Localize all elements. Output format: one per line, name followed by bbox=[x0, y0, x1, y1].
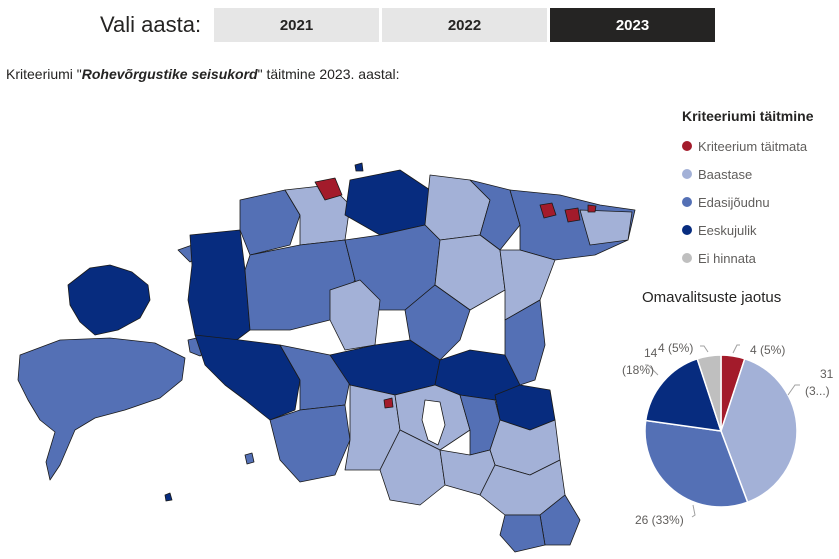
pie-label-ei-hinnata: 4 (5%) bbox=[658, 341, 693, 355]
pie-label-baastase-count: 31 bbox=[820, 367, 834, 381]
pie-slice-eeskujulik[interactable] bbox=[644, 357, 723, 432]
municipality-map[interactable] bbox=[0, 100, 640, 559]
leader-line bbox=[787, 384, 800, 396]
legend-dot-icon bbox=[682, 225, 692, 235]
legend-title: Kriteeriumi täitmine bbox=[682, 108, 814, 124]
legend-label: Baastase bbox=[698, 166, 753, 182]
year-button-2022[interactable]: 2022 bbox=[382, 8, 547, 42]
map-region-viljandi-city bbox=[383, 397, 394, 409]
pie-label-taitmata: 4 (5%) bbox=[750, 343, 785, 357]
pie-label-eeskujulik-pct: (18%) bbox=[622, 363, 654, 377]
pie-slice-edasijoudnu[interactable] bbox=[644, 419, 749, 508]
map-region-haademeeste bbox=[269, 404, 351, 483]
map-region-narva bbox=[579, 209, 633, 246]
pie-label-baastase-pct: (3...) bbox=[805, 384, 830, 398]
map-legend: Kriteeriumi täitmine Kriteerium täitmata… bbox=[682, 108, 837, 272]
subtitle-prefix: Kriteeriumi " bbox=[6, 66, 82, 82]
map-region-tallinn bbox=[314, 177, 343, 201]
map-region-kohtla-jarve bbox=[539, 202, 557, 219]
legend-item-eeskujulik[interactable]: Eeskujulik bbox=[682, 216, 837, 244]
map-region-saaremaa bbox=[17, 337, 186, 481]
pie-label-eeskujulik-count: 14 bbox=[644, 346, 658, 360]
map-island-prangli bbox=[354, 162, 364, 172]
year-selector-label: Vali aasta: bbox=[100, 12, 202, 37]
year-selector: Vali aasta: 2021 2022 2023 bbox=[0, 0, 839, 48]
map-region-sillamae bbox=[564, 207, 581, 223]
map-region-hiiumaa bbox=[67, 264, 151, 336]
map-region-poltsamaa bbox=[404, 284, 471, 361]
map-region-peipsi-coast bbox=[504, 299, 546, 386]
distribution-pie-chart[interactable]: 4 (5%) 31 (3...) 26 (33%) 14 (18%) 4 (5%… bbox=[600, 330, 839, 559]
map-region-rouge bbox=[499, 514, 546, 553]
legend-label: Edasijõudnu bbox=[698, 194, 770, 210]
leader-line bbox=[691, 504, 696, 518]
map-region-parnu-west bbox=[194, 334, 301, 421]
legend-item-baastase[interactable]: Baastase bbox=[682, 160, 837, 188]
legend-label: Eeskujulik bbox=[698, 222, 757, 238]
map-region-harju-east bbox=[344, 169, 431, 236]
pie-slice-ei-hinnata[interactable] bbox=[696, 354, 722, 432]
legend-dot-icon bbox=[682, 197, 692, 207]
pie-slice-baastase[interactable] bbox=[720, 357, 798, 504]
pie-slices bbox=[644, 354, 798, 508]
leader-line bbox=[700, 345, 709, 353]
legend-dot-icon bbox=[682, 253, 692, 263]
legend-item-edasijoudnu[interactable]: Edasijõudnu bbox=[682, 188, 837, 216]
map-lake-vortsjarv bbox=[421, 399, 446, 446]
year-button-2023[interactable]: 2023 bbox=[550, 8, 715, 42]
criterion-name: Rohevõrgustike seisukord bbox=[81, 66, 258, 82]
criterion-subtitle: Kriteeriumi "Rohevõrgustike seisukord" t… bbox=[6, 66, 400, 82]
legend-dot-icon bbox=[682, 169, 692, 179]
legend-label: Ei hinnata bbox=[698, 250, 756, 266]
leader-line bbox=[645, 364, 659, 376]
map-region-laane bbox=[187, 229, 251, 346]
map-island-kihnu bbox=[244, 452, 255, 465]
leader-line bbox=[732, 344, 740, 354]
legend-item-ei-hinnata[interactable]: Ei hinnata bbox=[682, 244, 837, 272]
legend-label: Kriteerium täitmata bbox=[698, 138, 808, 154]
legend-item-taitmata[interactable]: Kriteerium täitmata bbox=[682, 132, 837, 160]
map-region-narva-city bbox=[587, 204, 597, 213]
pie-title: Omavalitsuste jaotus bbox=[642, 289, 782, 306]
map-island-ruhnu bbox=[164, 492, 173, 502]
subtitle-suffix: " täitmine 2023. aastal: bbox=[257, 66, 400, 82]
legend-dot-icon bbox=[682, 141, 692, 151]
pie-label-edasijoudnu: 26 (33%) bbox=[635, 513, 684, 527]
year-button-2021[interactable]: 2021 bbox=[214, 8, 379, 42]
